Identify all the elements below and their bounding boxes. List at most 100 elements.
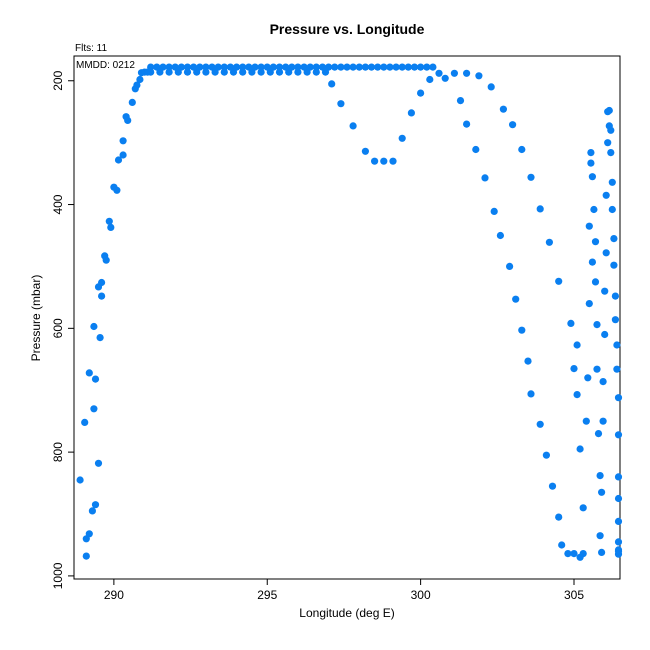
x-tick-label: 295 (257, 588, 277, 602)
data-point (133, 81, 141, 89)
data-point (542, 451, 551, 459)
data-point (607, 149, 615, 157)
data-point (573, 391, 581, 399)
data-point (487, 83, 495, 91)
data-point (570, 365, 578, 373)
data-point (90, 405, 98, 413)
data-point (555, 513, 563, 521)
data-point (96, 334, 104, 342)
data-point (263, 63, 271, 71)
data-point (245, 63, 253, 71)
data-point (208, 63, 216, 71)
y-tick-label: 800 (51, 442, 65, 462)
data-point (94, 459, 103, 467)
data-point (380, 157, 388, 165)
data-point (576, 445, 584, 453)
data-point (598, 488, 606, 496)
data-point (183, 68, 192, 76)
data-point (257, 63, 265, 71)
data-point (450, 69, 458, 77)
data-point (472, 145, 480, 154)
data-point (512, 295, 520, 303)
data-point (119, 151, 127, 159)
data-point (107, 223, 115, 231)
data-point (587, 159, 595, 167)
data-point (113, 186, 121, 194)
data-point (331, 63, 339, 71)
data-point (582, 417, 590, 425)
data-point (88, 507, 96, 515)
data-point (275, 63, 284, 71)
data-point (591, 238, 600, 246)
data-point (456, 97, 465, 105)
data-point (183, 63, 192, 71)
data-point (435, 69, 443, 77)
data-point (604, 139, 612, 147)
data-point (567, 319, 575, 327)
data-point (98, 278, 106, 287)
y-tick-label: 600 (51, 318, 65, 338)
data-point (321, 68, 330, 76)
data-point (426, 75, 434, 84)
data-point (177, 63, 185, 71)
data-point (429, 63, 437, 71)
data-point (102, 256, 110, 264)
data-point (536, 205, 544, 213)
x-tick-label: 290 (104, 588, 124, 602)
data-point (417, 89, 425, 97)
data-point (294, 68, 302, 76)
data-point (389, 157, 397, 165)
data-point (202, 63, 210, 71)
data-point (463, 120, 471, 128)
data-point (220, 63, 228, 71)
data-point (584, 374, 592, 382)
data-point (587, 149, 595, 157)
data-point (328, 80, 336, 88)
data-point (349, 63, 357, 71)
data-point (76, 476, 84, 484)
data-point (614, 550, 623, 558)
data-point (239, 68, 247, 76)
data-point (282, 63, 290, 71)
x-tick-label: 300 (411, 588, 431, 602)
data-point (608, 178, 616, 186)
data-point (300, 63, 308, 71)
data-point (579, 504, 587, 512)
data-point (527, 173, 535, 181)
data-point (590, 205, 598, 214)
data-point (349, 122, 357, 130)
data-point (423, 63, 431, 71)
data-point (214, 63, 222, 71)
data-point (441, 74, 449, 82)
data-point (367, 63, 376, 71)
data-point (404, 63, 412, 71)
data-point (594, 430, 603, 438)
data-point (337, 63, 345, 71)
data-point (407, 109, 415, 117)
data-point (593, 321, 601, 329)
x-axis-label: Longitude (deg E) (299, 606, 394, 620)
data-point (610, 235, 618, 243)
data-point (392, 63, 400, 71)
data-point (610, 261, 618, 269)
data-point (605, 106, 613, 115)
data-point (463, 69, 471, 77)
y-tick-label: 400 (51, 194, 65, 214)
data-point (220, 68, 228, 76)
data-point (611, 316, 620, 324)
data-point (614, 517, 623, 526)
data-point (579, 550, 587, 558)
data-point (312, 63, 320, 71)
data-point (312, 68, 320, 76)
data-point (614, 494, 623, 503)
data-point (585, 300, 593, 308)
data-point (417, 63, 425, 71)
data-point (202, 68, 210, 76)
data-point (608, 205, 616, 214)
data-point (607, 126, 615, 134)
data-point (81, 418, 89, 426)
data-point (190, 63, 198, 71)
data-point (257, 68, 265, 76)
data-point (602, 191, 610, 199)
data-point (275, 68, 284, 76)
